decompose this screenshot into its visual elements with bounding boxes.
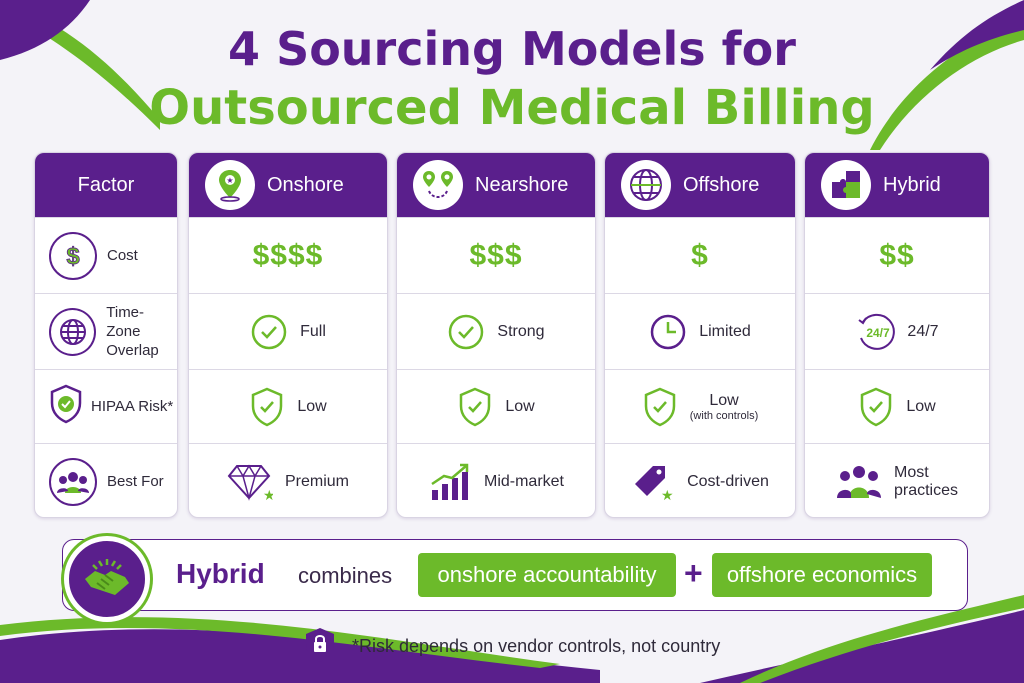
hybrid-risk-value: Low xyxy=(906,397,936,415)
globe-icon xyxy=(621,160,671,210)
onshore-header: ★ Onshore xyxy=(189,153,387,217)
offshore-risk-value: Low xyxy=(709,391,739,409)
title-line-1: 4 Sourcing Models for xyxy=(228,22,796,76)
shield-check-icon xyxy=(457,386,493,428)
factor-row-time-zone: Time-Zone Overlap xyxy=(35,293,177,369)
check-circle-icon xyxy=(250,313,288,351)
offshore-risk-text: Low (with controls) xyxy=(690,392,758,422)
24-7-icon: 24/7 xyxy=(855,312,901,352)
factor-header: Factor xyxy=(35,153,177,217)
hybrid-title: Hybrid xyxy=(883,173,941,196)
nearshore-cost-value: $$$ xyxy=(469,238,523,272)
puzzle-icon xyxy=(821,160,871,210)
model-card-hybrid: Hybrid $$ 24/7 24/7 Low Most practices xyxy=(804,152,990,518)
svg-text:★: ★ xyxy=(226,176,233,185)
hybrid-cost: $$ xyxy=(805,217,989,293)
onshore-title: Onshore xyxy=(267,173,344,196)
shield-check-icon xyxy=(858,386,894,428)
model-card-onshore: ★ Onshore $$$$ Full Low ★ Premium xyxy=(188,152,388,518)
offshore-title: Offshore xyxy=(683,173,760,196)
onshore-overlap-value: Full xyxy=(300,322,326,340)
nearshore-risk-value: Low xyxy=(505,397,535,415)
factor-row-hipaa: HIPAA Risk* xyxy=(35,369,177,443)
offshore-best-for: ★ Cost-driven xyxy=(605,443,795,517)
nearshore-header: Nearshore xyxy=(397,153,595,217)
plus-sign: + xyxy=(684,555,703,591)
nearshore-best-for: Mid-market xyxy=(397,443,595,517)
offshore-overlap: Limited xyxy=(605,293,795,369)
hybrid-best-for-value: Most practices xyxy=(894,464,958,500)
offshore-overlap-value: Limited xyxy=(699,322,751,340)
shield-check-icon xyxy=(642,386,678,428)
nearshore-overlap-value: Strong xyxy=(497,322,545,340)
factor-header-label: Factor xyxy=(77,173,135,196)
hybrid-header: Hybrid xyxy=(805,153,989,217)
onshore-risk-value: Low xyxy=(297,397,327,415)
onshore-overlap: Full xyxy=(189,293,387,369)
growth-chart-icon xyxy=(428,462,472,502)
factor-label-time-zone: Time-Zone Overlap xyxy=(106,303,177,360)
hybrid-best-for-line2: practices xyxy=(893,481,959,499)
check-circle-icon xyxy=(447,313,485,351)
onshore-best-for: ★ Premium xyxy=(189,443,387,517)
banner-connector: combines xyxy=(298,563,393,588)
offshore-best-for-value: Cost-driven xyxy=(687,472,769,490)
shield-check-icon xyxy=(49,384,83,429)
factor-label-best-for: Best For xyxy=(107,473,164,490)
diamond-icon: ★ xyxy=(227,462,273,502)
globe-icon xyxy=(49,307,97,356)
onshore-cost: $$$$ xyxy=(189,217,387,293)
model-card-nearshore: Nearshore $$$ Strong Low Mid-market xyxy=(396,152,596,518)
hybrid-cost-value: $$ xyxy=(879,238,915,272)
svg-text:★: ★ xyxy=(661,487,674,502)
pill-onshore-accountability: onshore accountability xyxy=(418,553,676,597)
clock-icon xyxy=(649,313,687,351)
offshore-risk: Low (with controls) xyxy=(605,369,795,443)
dollar-icon: $ xyxy=(49,231,97,280)
title-line-2: Outsourced Medical Billing xyxy=(149,80,875,136)
banner-hybrid-word: Hybrid xyxy=(176,558,265,589)
nearshore-cost: $$$ xyxy=(397,217,595,293)
onshore-risk: Low xyxy=(189,369,387,443)
people-icon xyxy=(49,457,97,506)
factor-label-time-zone-line2: Overlap xyxy=(106,342,159,359)
pill-offshore-economics: offshore economics xyxy=(712,553,932,597)
factor-label-time-zone-line1: Time-Zone xyxy=(106,304,145,340)
shield-check-icon xyxy=(249,386,285,428)
lock-shield-icon xyxy=(303,626,337,668)
price-tag-icon: ★ xyxy=(631,462,675,502)
onshore-best-for-value: Premium xyxy=(284,472,349,490)
nearshore-overlap: Strong xyxy=(397,293,595,369)
factor-row-cost: $ Cost xyxy=(35,217,177,293)
svg-text:$: $ xyxy=(66,243,80,270)
factor-label-hipaa: HIPAA Risk* xyxy=(91,398,174,415)
offshore-cost: $ xyxy=(605,217,795,293)
handshake-icon xyxy=(64,536,150,622)
nearshore-best-for-value: Mid-market xyxy=(483,472,564,490)
location-pin-icon: ★ xyxy=(205,160,255,210)
hybrid-best-for: Most practices xyxy=(805,443,989,517)
factor-column: Factor $ Cost Time-Zone Overlap HIPAA Ri… xyxy=(34,152,178,518)
factor-row-best-for: Best For xyxy=(35,443,177,517)
team-icon xyxy=(836,464,882,500)
svg-text:★: ★ xyxy=(263,487,273,502)
route-pins-icon xyxy=(413,160,463,210)
hybrid-overlap-value: 24/7 xyxy=(907,322,939,340)
hybrid-overlap: 24/7 24/7 xyxy=(805,293,989,369)
hybrid-risk: Low xyxy=(805,369,989,443)
offshore-header: Offshore xyxy=(605,153,795,217)
24-7-icon-text: 24/7 xyxy=(867,326,891,340)
factor-label-cost: Cost xyxy=(107,247,138,264)
hybrid-best-for-line1: Most xyxy=(893,463,929,481)
footnote-text: *Risk depends on vendor controls, not co… xyxy=(352,636,721,656)
offshore-risk-sub: (with controls) xyxy=(689,409,759,422)
nearshore-title: Nearshore xyxy=(475,173,569,196)
offshore-cost-value: $ xyxy=(691,238,709,272)
onshore-cost-value: $$$$ xyxy=(252,238,324,272)
nearshore-risk: Low xyxy=(397,369,595,443)
model-card-offshore: Offshore $ Limited Low (with controls) ★… xyxy=(604,152,796,518)
